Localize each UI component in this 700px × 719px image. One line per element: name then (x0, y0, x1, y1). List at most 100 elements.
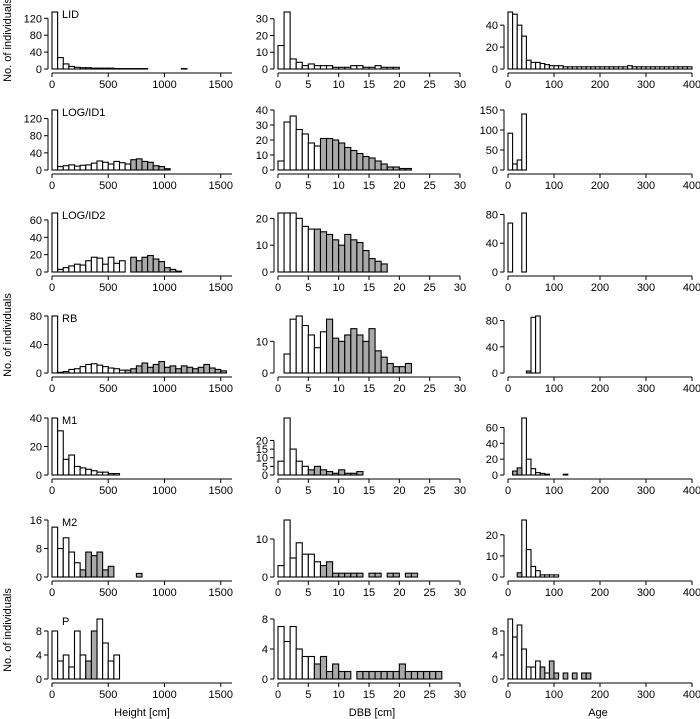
bar-shaded-p-dbb-10 (338, 670, 346, 680)
bar-open-rb-height-0 (51, 315, 59, 374)
bar-open-m2-dbb-1 (283, 519, 291, 578)
bar-shaded-rb-dbb-8 (325, 318, 334, 374)
bar-open-log-id2-height-12 (118, 260, 126, 273)
bar-shaded-m2-height-6 (85, 551, 92, 578)
bar-shaded-log-id1-dbb-11 (344, 146, 352, 171)
bar-open-log-id2-dbb-4 (301, 225, 309, 273)
bar-open-lid-dbb-1 (283, 11, 291, 70)
bar-shaded-m2-age-2 (516, 572, 523, 578)
x-tick-label-log-id1-dbb-10: 10 (333, 180, 345, 192)
bar-open-lid-age-12 (562, 66, 569, 70)
bar-open-lid-dbb-14 (362, 66, 370, 70)
bar-open-log-id1-height-10 (107, 163, 115, 171)
bar-shaded-m2-dbb-19 (392, 572, 400, 578)
y-tick-label-m2-dbb-10: 10 (256, 534, 268, 546)
bar-open-p-dbb-3 (295, 648, 303, 680)
bar-open-p-dbb-5 (307, 655, 315, 680)
bar-open-lid-height-9 (102, 67, 109, 70)
x-tick-label-log-id1-age-200: 200 (591, 180, 609, 192)
bar-shaded-rb-height-29 (214, 368, 222, 374)
bar-open-log-id2-dbb-1 (283, 212, 291, 273)
bar-open-log-id1-height-3 (68, 164, 76, 171)
bar-open-m1-age-12 (562, 473, 569, 476)
y-tick-label-m1-age-40: 40 (486, 438, 498, 450)
x-tick-label-p-dbb-20: 20 (393, 689, 405, 701)
bar-shaded-rb-age-4 (525, 370, 532, 374)
x-tick-label-lid-dbb-30: 30 (454, 79, 466, 91)
bar-open-m1-height-8 (96, 471, 104, 476)
row-label-rb: RB (62, 313, 77, 325)
bar-open-m1-height-3 (68, 454, 76, 476)
bar-open-p-height-11 (113, 654, 121, 680)
bar-open-log-id2-height-6 (85, 260, 92, 273)
y-tick-label-lid-height-120: 120 (24, 13, 42, 25)
x-tick-label-m2-dbb-30: 30 (454, 587, 466, 599)
bar-open-p-dbb-4 (301, 655, 309, 680)
bar-open-lid-dbb-4 (301, 65, 309, 70)
y-axis-title-top: No. of individuals (2, 0, 14, 82)
bar-open-lid-age-24 (617, 66, 624, 70)
bar-open-log-id1-age-0 (507, 132, 514, 171)
bar-open-rb-height-12 (118, 369, 126, 374)
bar-open-m2-height-2 (62, 537, 70, 578)
y-tick-label-log-id2-age-40: 40 (486, 238, 498, 250)
bar-shaded-log-id1-dbb-9 (332, 139, 340, 171)
x-tick-label-rb-dbb-10: 10 (333, 383, 345, 395)
panel-p-height: 0 500 1000 1500 0 4 8 P (36, 616, 233, 701)
bar-shaded-log-id2-height-18 (152, 258, 160, 273)
x-tick-label-m2-age-400: 400 (683, 587, 700, 599)
x-tick-label-lid-age-300: 300 (637, 79, 655, 91)
y-tick-label-m2-height-16: 16 (30, 515, 42, 527)
bar-open-lid-age-28 (636, 66, 642, 70)
bar-open-m1-height-1 (57, 430, 64, 476)
bar-open-m2-height-4 (73, 562, 81, 578)
bar-shaded-m2-dbb-9 (332, 572, 340, 578)
y-tick-label-p-dbb-4: 4 (262, 644, 268, 656)
bar-open-log-id2-height-0 (51, 212, 59, 273)
y-tick-label-log-id1-dbb-20: 20 (256, 135, 268, 147)
x-tick-label-m2-dbb-20: 20 (393, 587, 405, 599)
bar-shaded-log-id2-dbb-11 (344, 233, 352, 273)
bar-open-lid-dbb-19 (392, 66, 400, 70)
bar-open-m2-age-10 (553, 574, 560, 578)
bar-open-lid-dbb-11 (344, 66, 352, 70)
x-tick-label-p-height-500: 500 (99, 689, 117, 701)
bar-open-p-dbb-1 (283, 640, 291, 680)
x-tick-label-m1-dbb-10: 10 (333, 485, 345, 497)
bar-open-lid-dbb-17 (380, 66, 388, 70)
bar-shaded-m2-height-7 (90, 555, 98, 578)
bar-open-p-age-8 (544, 672, 550, 680)
y-tick-label-m2-age-0: 0 (492, 572, 498, 584)
bar-shaded-p-dbb-18 (386, 670, 394, 680)
x-tick-label-p-height-1500: 1500 (209, 689, 233, 701)
bar-shaded-log-id2-height-20 (163, 267, 171, 273)
bar-open-log-id1-height-13 (124, 163, 132, 171)
y-tick-label-lid-age-40: 40 (486, 20, 498, 32)
bar-shaded-p-age-9 (548, 660, 555, 680)
panel-m2-height: 0 500 1000 1500 0 8 16 M2 (30, 515, 233, 599)
y-tick-label-rb-age-0: 0 (492, 368, 498, 380)
bar-open-p-dbb-2 (289, 625, 297, 680)
bar-shaded-log-id1-dbb-21 (404, 167, 413, 171)
x-tick-label-rb-age-100: 100 (545, 383, 563, 395)
bar-open-m1-height-10 (107, 473, 115, 476)
x-tick-label-m2-height-1000: 1000 (152, 587, 176, 599)
y-tick-label-log-id1-dbb-40: 40 (256, 105, 268, 117)
bar-open-p-height-8 (96, 618, 104, 680)
x-tick-label-lid-height-1000: 1000 (152, 79, 176, 91)
bar-open-rb-height-7 (90, 363, 98, 374)
y-tick-label-log-id2-dbb-0: 0 (262, 267, 268, 279)
x-tick-label-p-dbb-10: 10 (333, 689, 345, 701)
bar-open-p-height-5 (79, 654, 87, 680)
y-tick-label-log-id1-dbb-30: 30 (256, 120, 268, 132)
bar-open-lid-dbb-16 (374, 65, 382, 70)
bar-shaded-p-dbb-6 (313, 663, 322, 680)
panel-m1-age: 0 100 200 300 400 0 20 40 60 (486, 417, 700, 497)
y-axis-title-bottom: No. of individuals (2, 588, 14, 672)
bar-open-m2-dbb-5 (307, 553, 315, 578)
bar-open-log-id2-height-7 (90, 256, 98, 273)
y-tick-label-lid-age-20: 20 (486, 42, 498, 54)
bar-shaded-log-id2-dbb-13 (356, 241, 364, 273)
bar-open-p-height-3 (68, 666, 76, 680)
bar-open-lid-dbb-2 (289, 58, 297, 70)
